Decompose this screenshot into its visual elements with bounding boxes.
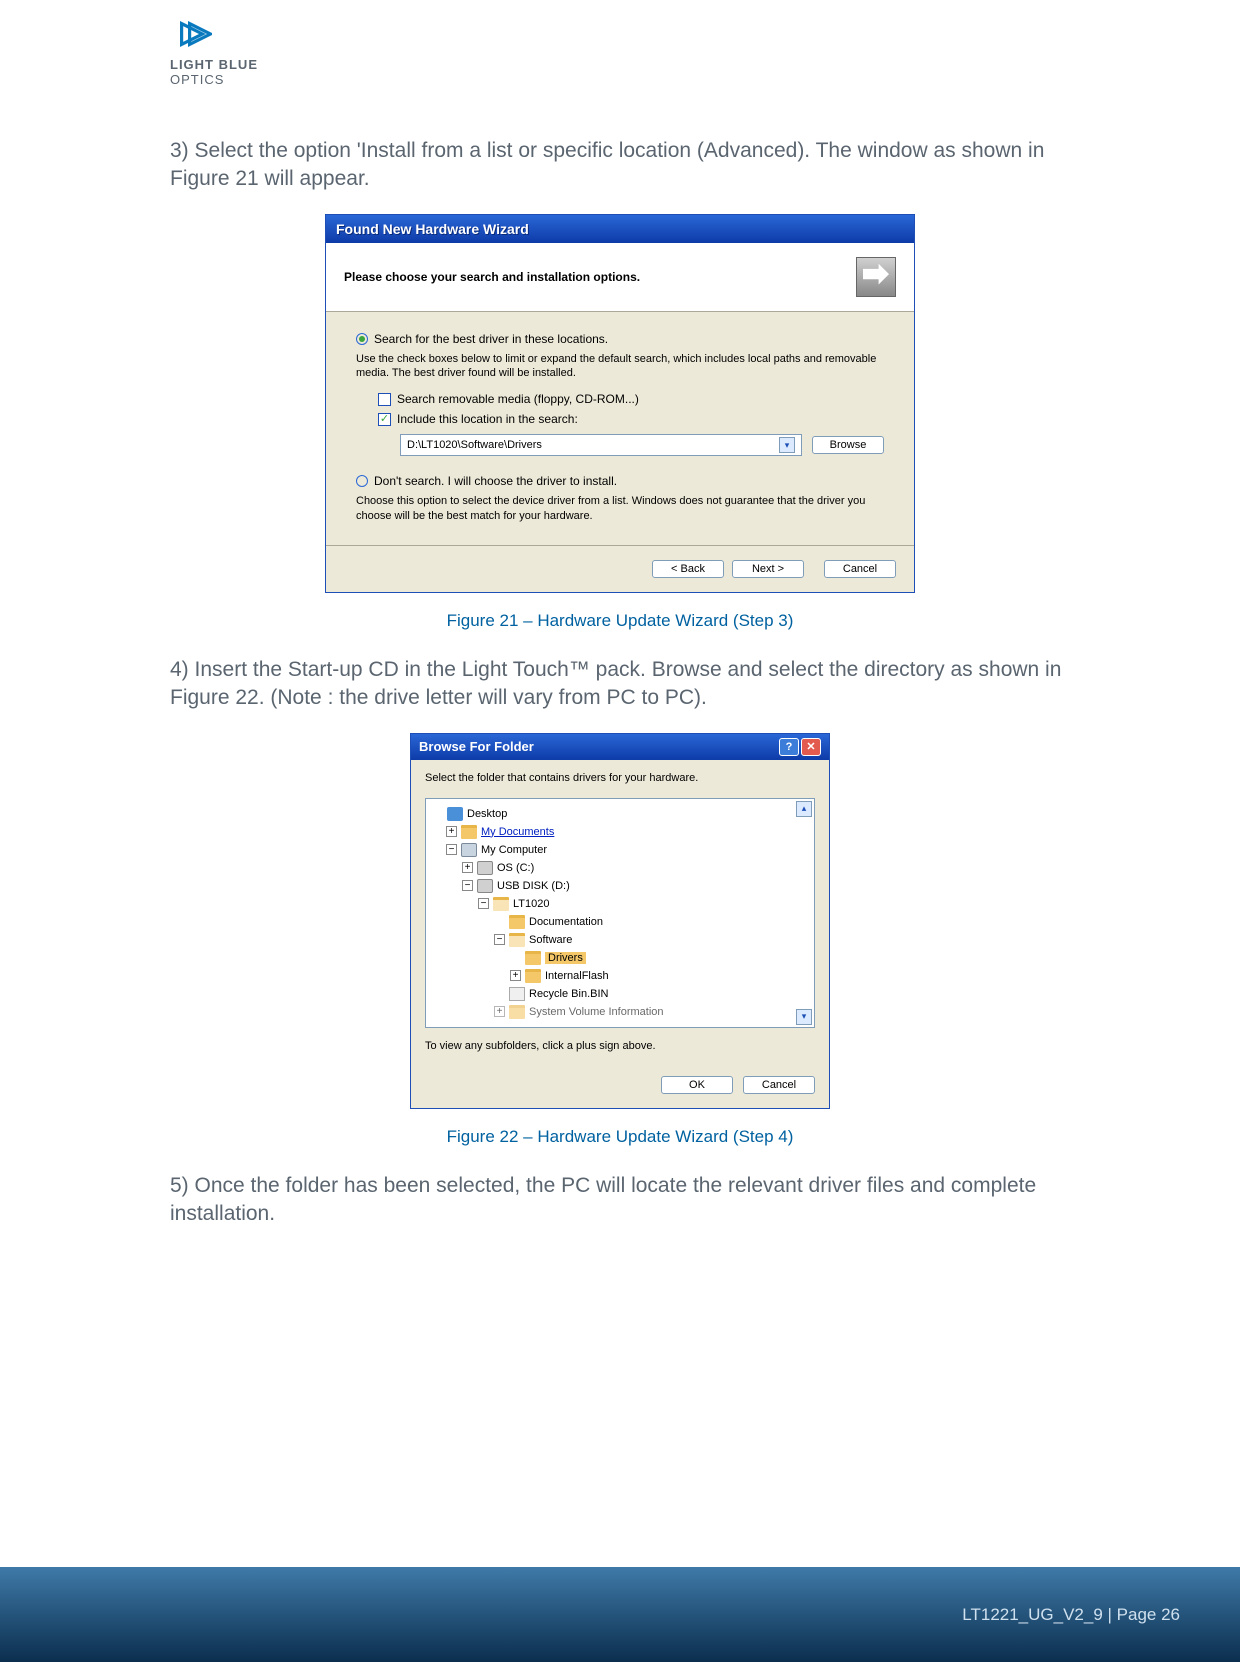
expand-icon[interactable]: + [494, 1006, 505, 1017]
tree-lt1020: LT1020 [513, 898, 550, 910]
opt2-help: Choose this option to select the device … [356, 494, 884, 523]
folder-icon [461, 825, 477, 839]
expand-icon[interactable]: + [510, 970, 521, 981]
folder-tree[interactable]: ▴ Desktop + My Documents − My Computer + OS… [425, 798, 815, 1028]
logo-line1: LIGHT BLUE [170, 57, 1070, 72]
back-button[interactable]: < Back [652, 560, 724, 578]
radio-icon [356, 333, 368, 345]
chevron-down-icon[interactable]: ▾ [779, 437, 795, 453]
tree-intflash: InternalFlash [545, 970, 609, 982]
wizard-window: Found New Hardware Wizard Please choose … [325, 214, 915, 593]
radio-dont-search[interactable]: Don't search. I will choose the driver t… [356, 474, 884, 488]
opt1-help: Use the check boxes below to limit or ex… [356, 352, 884, 381]
wizard-icon [856, 257, 896, 297]
checkbox-icon [378, 393, 391, 406]
drive-icon [477, 879, 493, 893]
tree-recycle: Recycle Bin.BIN [529, 988, 608, 1000]
radio-search-best[interactable]: Search for the best driver in these loca… [356, 332, 884, 346]
expand-icon[interactable]: + [446, 826, 457, 837]
paragraph-step3: 3) Select the option 'Install from a lis… [170, 137, 1070, 194]
cancel-button[interactable]: Cancel [824, 560, 896, 578]
radio-search-best-label: Search for the best driver in these loca… [374, 332, 608, 346]
tree-sysvol: System Volume Information [529, 1006, 664, 1018]
paragraph-step5: 5) Once the folder has been selected, th… [170, 1172, 1070, 1229]
next-button[interactable]: Next > [732, 560, 804, 578]
file-icon [509, 987, 525, 1001]
browse-instruction: Select the folder that contains drivers … [425, 772, 815, 784]
scroll-up-icon[interactable]: ▴ [796, 801, 812, 817]
tree-osc: OS (C:) [497, 862, 534, 874]
checkbox-icon: ✓ [378, 413, 391, 426]
browse-title: Browse For Folder [419, 739, 534, 754]
ok-button[interactable]: OK [661, 1076, 733, 1094]
browse-button[interactable]: Browse [812, 436, 884, 454]
page-footer: LT1221_UG_V2_9 | Page 26 [0, 1567, 1240, 1662]
tree-mycomp: My Computer [481, 844, 547, 856]
radio-icon [356, 475, 368, 487]
figure-22-caption: Figure 22 – Hardware Update Wizard (Step… [170, 1127, 1070, 1147]
expand-icon[interactable]: + [462, 862, 473, 873]
cancel-button[interactable]: Cancel [743, 1076, 815, 1094]
logo: LIGHT BLUE OPTICS [170, 20, 1070, 87]
tree-mydocs[interactable]: My Documents [481, 826, 554, 838]
tree-desktop: Desktop [467, 808, 507, 820]
collapse-icon[interactable]: − [494, 934, 505, 945]
collapse-icon[interactable]: − [478, 898, 489, 909]
folder-icon [525, 969, 541, 983]
drive-icon [477, 861, 493, 875]
wizard-titlebar: Found New Hardware Wizard [326, 215, 914, 243]
collapse-icon[interactable]: − [462, 880, 473, 891]
checkbox-removable[interactable]: Search removable media (floppy, CD-ROM..… [378, 392, 884, 406]
path-value: D:\LT1020\Software\Drivers [407, 439, 542, 451]
collapse-icon[interactable]: − [446, 844, 457, 855]
tree-usb: USB DISK (D:) [497, 880, 570, 892]
folder-icon [509, 915, 525, 929]
path-input[interactable]: D:\LT1020\Software\Drivers ▾ [400, 434, 802, 456]
footer-text: LT1221_UG_V2_9 | Page 26 [962, 1605, 1180, 1625]
browse-folder-window: Browse For Folder ? ✕ Select the folder … [410, 733, 830, 1109]
folder-icon [509, 1005, 525, 1019]
logo-line2: OPTICS [170, 72, 1070, 87]
close-icon[interactable]: ✕ [801, 738, 821, 756]
browse-hint: To view any subfolders, click a plus sig… [425, 1040, 815, 1052]
folder-open-icon [493, 897, 509, 911]
desktop-icon [447, 807, 463, 821]
tree-software: Software [529, 934, 572, 946]
paragraph-step4: 4) Insert the Start-up CD in the Light T… [170, 656, 1070, 713]
wizard-header-text: Please choose your search and installati… [344, 270, 640, 284]
computer-icon [461, 843, 477, 857]
checkbox-include-location-label: Include this location in the search: [397, 412, 578, 426]
radio-dont-search-label: Don't search. I will choose the driver t… [374, 474, 617, 488]
logo-icon [180, 20, 212, 48]
scroll-down-icon[interactable]: ▾ [796, 1009, 812, 1025]
checkbox-include-location[interactable]: ✓ Include this location in the search: [378, 412, 884, 426]
folder-open-icon [509, 933, 525, 947]
figure-21-caption: Figure 21 – Hardware Update Wizard (Step… [170, 611, 1070, 631]
tree-docu: Documentation [529, 916, 603, 928]
tree-drivers[interactable]: Drivers [545, 952, 586, 964]
folder-icon [525, 951, 541, 965]
checkbox-removable-label: Search removable media (floppy, CD-ROM..… [397, 392, 639, 406]
help-icon[interactable]: ? [779, 738, 799, 756]
